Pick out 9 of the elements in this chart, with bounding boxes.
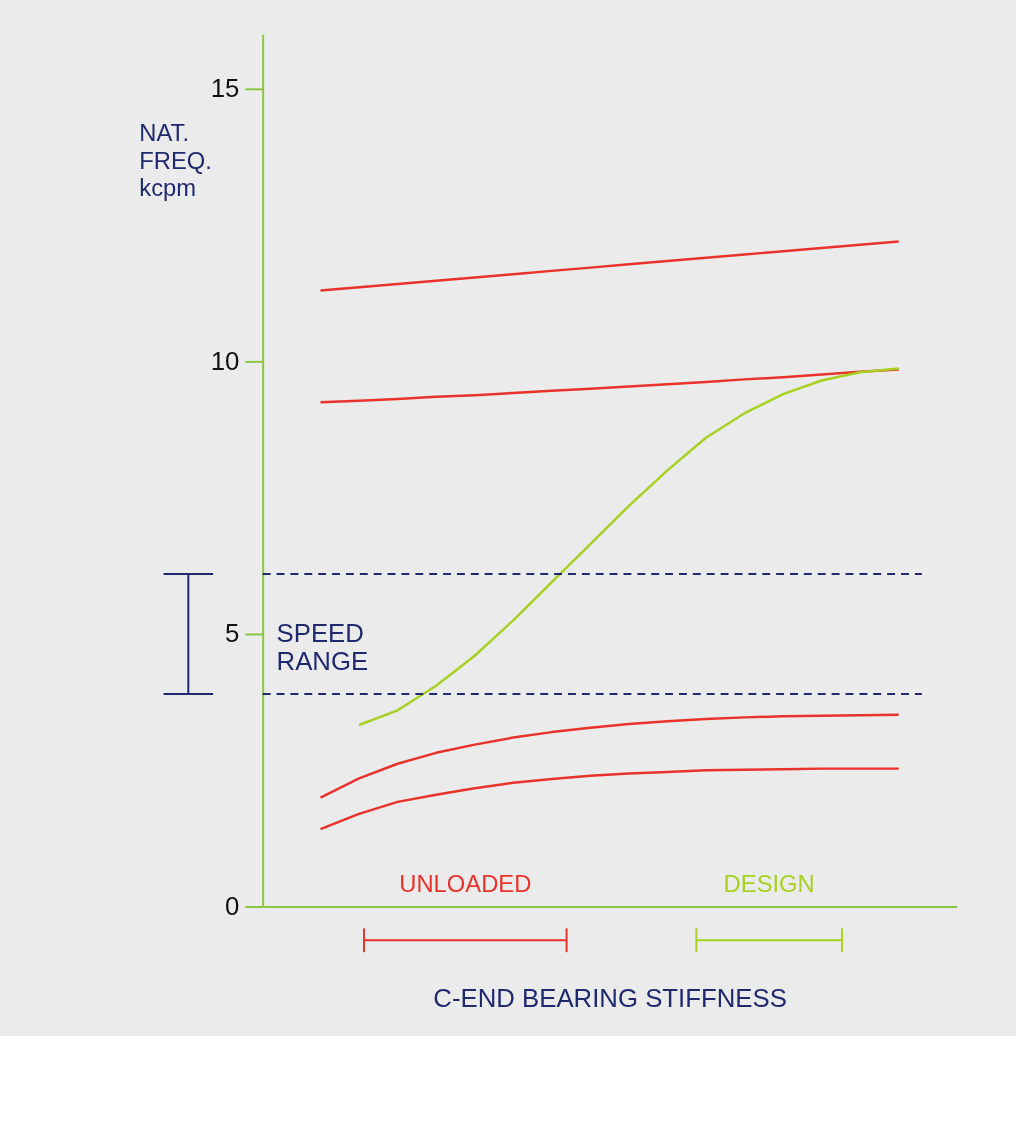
y-tick-label: 5 (225, 619, 240, 648)
annotation: SPEED RANGE (276, 618, 369, 675)
x-axis-title: C-END BEARING STIFFNESS (433, 984, 787, 1013)
y-axis-title: NAT. FREQ. kcpm (139, 118, 212, 202)
annotation: UNLOADED (399, 869, 532, 897)
annotation: DESIGN (723, 869, 815, 897)
y-tick-label: 0 (225, 891, 240, 920)
y-tick-label: 15 (210, 74, 240, 103)
y-tick-label: 10 (210, 346, 240, 375)
